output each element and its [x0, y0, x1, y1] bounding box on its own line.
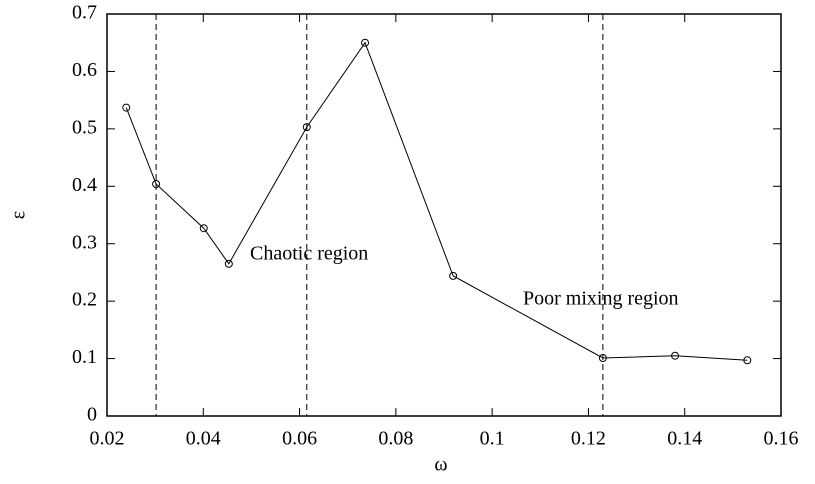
data-point	[449, 271, 458, 280]
x-tick-label: 0.08	[378, 428, 413, 450]
x-tick-label: 0.04	[186, 428, 221, 450]
y-tick-label: 0.5	[72, 116, 97, 138]
y-tick-label: 0.7	[72, 2, 97, 24]
y-tick-label: 0	[87, 404, 97, 426]
y-tick-label: 0.6	[72, 59, 97, 81]
x-tick-label: 0.12	[571, 428, 606, 450]
data-point	[743, 356, 752, 365]
plot-frame	[106, 13, 782, 417]
data-point	[302, 123, 311, 132]
x-tick-label: 0.16	[764, 428, 799, 450]
x-axis-label: ω	[434, 454, 447, 476]
y-tick-label: 0.2	[72, 289, 97, 311]
annotation: Chaotic region	[250, 243, 368, 265]
y-tick-label: 0.1	[72, 346, 97, 368]
x-tick-label: 0.1	[480, 428, 505, 450]
data-point	[671, 351, 680, 360]
y-tick-label: 0.4	[72, 174, 97, 196]
x-tick-label: 0.02	[90, 428, 125, 450]
annotation: Poor mixing region	[523, 288, 679, 310]
x-tick-label: 0.14	[667, 428, 702, 450]
data-point	[199, 224, 208, 233]
data-point	[152, 179, 161, 188]
y-tick-label: 0.3	[72, 231, 97, 253]
y-axis-label: ε	[8, 211, 30, 219]
data-line	[125, 41, 748, 361]
data-point	[224, 259, 233, 268]
data-point	[122, 103, 131, 112]
data-point	[598, 353, 607, 362]
x-tick-label: 0.06	[282, 428, 317, 450]
data-point	[361, 38, 370, 47]
